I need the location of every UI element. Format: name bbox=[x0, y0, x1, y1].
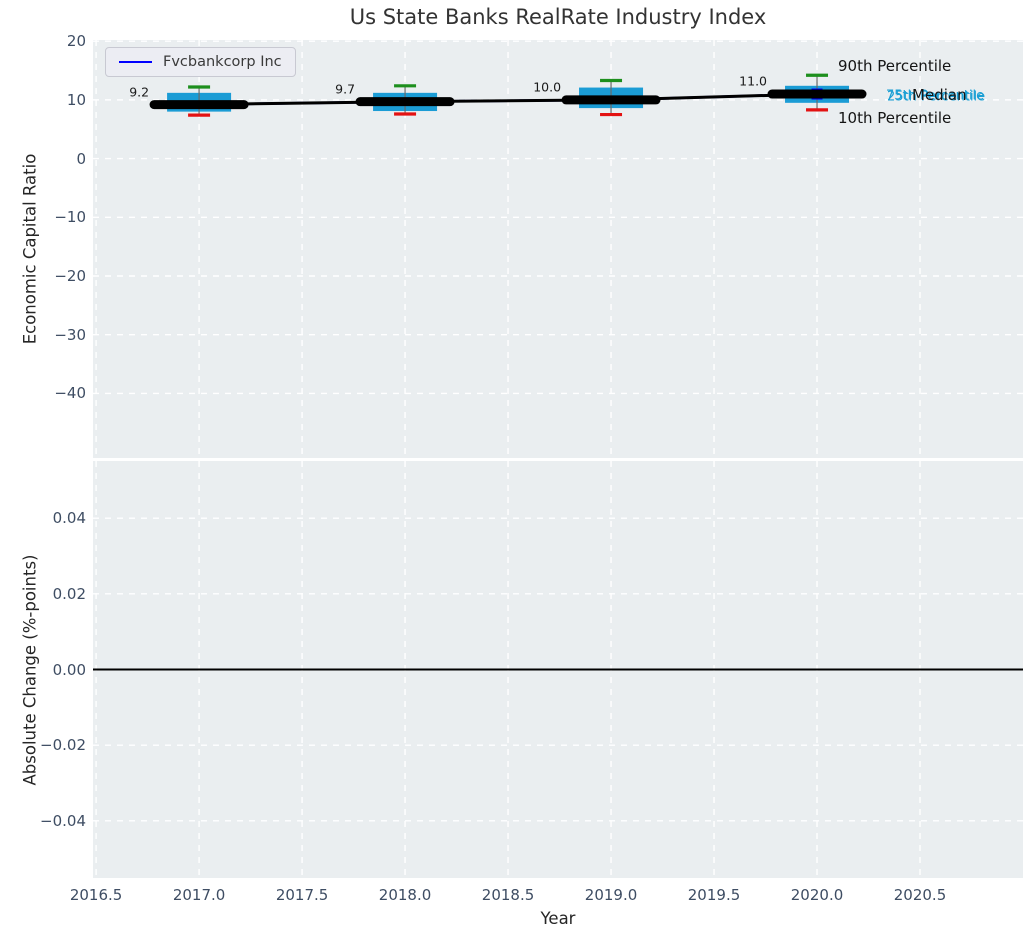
y-axis-label-top: Economic Capital Ratio bbox=[20, 153, 40, 345]
xtick-2018.5: 2018.5 bbox=[481, 886, 535, 904]
xtick-2019.5: 2019.5 bbox=[687, 886, 741, 904]
ytick-top-−30: −30 bbox=[54, 325, 86, 344]
median-value-label-2019: 10.0 bbox=[533, 79, 562, 95]
ytick-top-0: 0 bbox=[76, 149, 86, 168]
xtick-2017.5: 2017.5 bbox=[275, 886, 329, 904]
top-panel-canvas bbox=[93, 40, 1023, 458]
plot-area-top: Fvcbankcorp Inc bbox=[93, 40, 1023, 458]
p25-label: 25th Percentile bbox=[887, 89, 986, 105]
ytick-bottom-−0.02: −0.02 bbox=[40, 736, 86, 755]
x-axis-label: Year bbox=[540, 909, 576, 928]
legend: Fvcbankcorp Inc bbox=[105, 47, 296, 77]
legend-label: Fvcbankcorp Inc bbox=[163, 54, 282, 70]
median-value-label-2020: 11.0 bbox=[739, 73, 768, 89]
p75-label: 75th Percentile bbox=[886, 88, 985, 104]
p10-label: 10th Percentile bbox=[838, 108, 952, 127]
median-value-label-2018: 9.7 bbox=[335, 81, 356, 97]
xtick-2020.5: 2020.5 bbox=[893, 886, 947, 904]
xtick-2019.0: 2019.0 bbox=[584, 886, 638, 904]
legend-line-sample bbox=[119, 61, 152, 63]
xtick-2016.5: 2016.5 bbox=[69, 886, 123, 904]
ytick-bottom-0.04: 0.04 bbox=[52, 509, 86, 528]
ytick-top-−10: −10 bbox=[54, 208, 86, 227]
median-label: Median bbox=[912, 86, 967, 104]
p90-label: 90th Percentile bbox=[838, 57, 952, 76]
ytick-bottom-0.02: 0.02 bbox=[52, 584, 86, 603]
median-value-label-2017: 9.2 bbox=[129, 84, 150, 100]
bottom-panel-canvas bbox=[93, 461, 1023, 878]
xtick-2018.0: 2018.0 bbox=[378, 886, 432, 904]
xtick-2017.0: 2017.0 bbox=[172, 886, 226, 904]
ytick-top-−20: −20 bbox=[54, 267, 86, 285]
ytick-bottom-0.00: 0.00 bbox=[52, 660, 86, 679]
ytick-top-−40: −40 bbox=[54, 384, 86, 403]
chart-title: Us State Banks RealRate Industry Index bbox=[349, 5, 767, 29]
ytick-bottom-−0.04: −0.04 bbox=[40, 811, 86, 830]
median-connector-line bbox=[199, 92, 818, 107]
ytick-top-20: 20 bbox=[66, 32, 86, 51]
ytick-top-10: 10 bbox=[66, 90, 86, 109]
plot-area-bottom bbox=[93, 461, 1023, 878]
xtick-2020.0: 2020.0 bbox=[790, 886, 844, 904]
